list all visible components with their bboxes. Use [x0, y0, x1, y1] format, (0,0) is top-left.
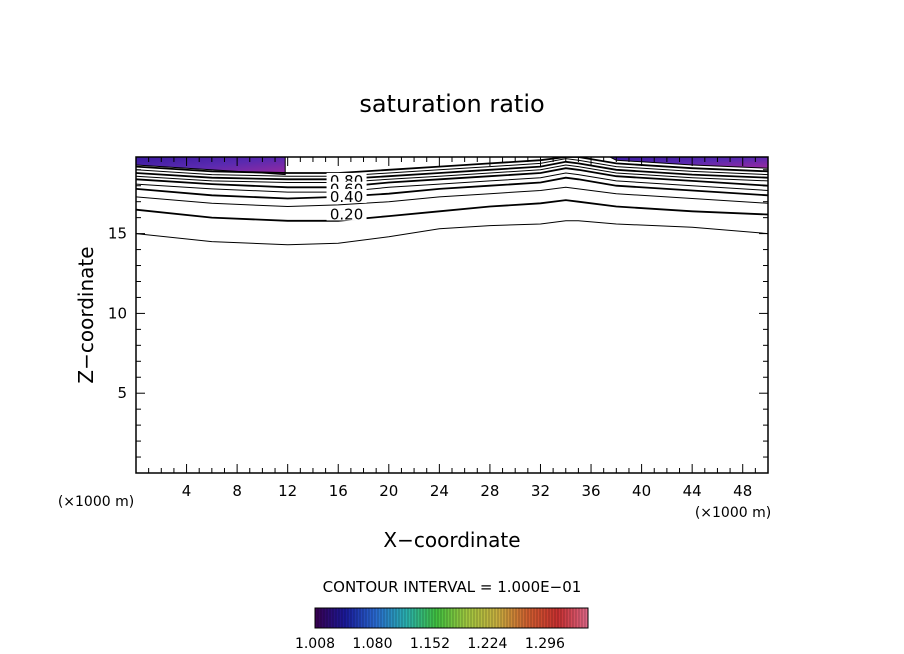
colorbar-label: 1.224	[467, 636, 507, 652]
colorbar-label: 1.296	[525, 636, 565, 652]
x-tick-label: 28	[480, 482, 499, 500]
contour-line-2	[136, 186, 768, 208]
x-tick-label: 36	[581, 482, 600, 500]
x-tick-label: 40	[632, 482, 651, 500]
contour-line-8	[136, 158, 768, 177]
x-tick-label: 20	[379, 482, 398, 500]
contour-label-2: 0.40	[330, 188, 363, 206]
x-tick-label: 4	[182, 482, 192, 500]
contour-line-1	[136, 199, 768, 222]
contour-labels: 0.800.600.400.20	[326, 172, 367, 223]
y-tick-label: 5	[117, 384, 127, 402]
y-axis-ticks: 5 10 15	[108, 169, 768, 458]
x-tick-label: 48	[733, 482, 752, 500]
x-tick-label: 44	[683, 482, 702, 500]
contour-line-6	[136, 164, 768, 183]
contour-line-0	[136, 220, 768, 246]
chart-title: saturation ratio	[359, 90, 544, 118]
x-tick-label: 32	[531, 482, 550, 500]
contour-line-7	[136, 160, 768, 181]
contour-label-bg-3	[326, 206, 367, 221]
y-tick-label: 15	[108, 225, 127, 243]
x-unit-label: (×1000 m)	[695, 505, 771, 521]
contour-interval-text: CONTOUR INTERVAL = 1.000E−01	[323, 578, 582, 596]
x-tick-label: 8	[232, 482, 242, 500]
contour-line-4	[136, 172, 768, 193]
x-tick-label: 16	[329, 482, 348, 500]
colorbar-labels: 1.008 1.080 1.152 1.224 1.296	[295, 636, 565, 652]
filled-region-1	[609, 157, 768, 169]
colorbar-label: 1.008	[295, 636, 335, 652]
colorbar-label: 1.152	[410, 636, 450, 652]
x-tick-label: 12	[278, 482, 297, 500]
colorbar	[314, 607, 589, 629]
contour-line-5	[136, 167, 768, 189]
x-axis-label: X−coordinate	[383, 528, 520, 552]
y-tick-label: 10	[108, 304, 127, 322]
colorbar-stripes	[317, 608, 586, 628]
y-axis-label: Z−coordinate	[74, 246, 98, 383]
x-axis-ticks: 4 8 12 16 20 24 28 32 36 40 44 48	[148, 157, 756, 500]
contour-label-3: 0.20	[330, 205, 363, 223]
contour-line-3	[136, 176, 768, 200]
contour-label-bg-2	[326, 188, 367, 203]
y-unit-label: (×1000 m)	[58, 494, 134, 510]
x-tick-label: 24	[430, 482, 449, 500]
colorbar-label: 1.080	[352, 636, 392, 652]
